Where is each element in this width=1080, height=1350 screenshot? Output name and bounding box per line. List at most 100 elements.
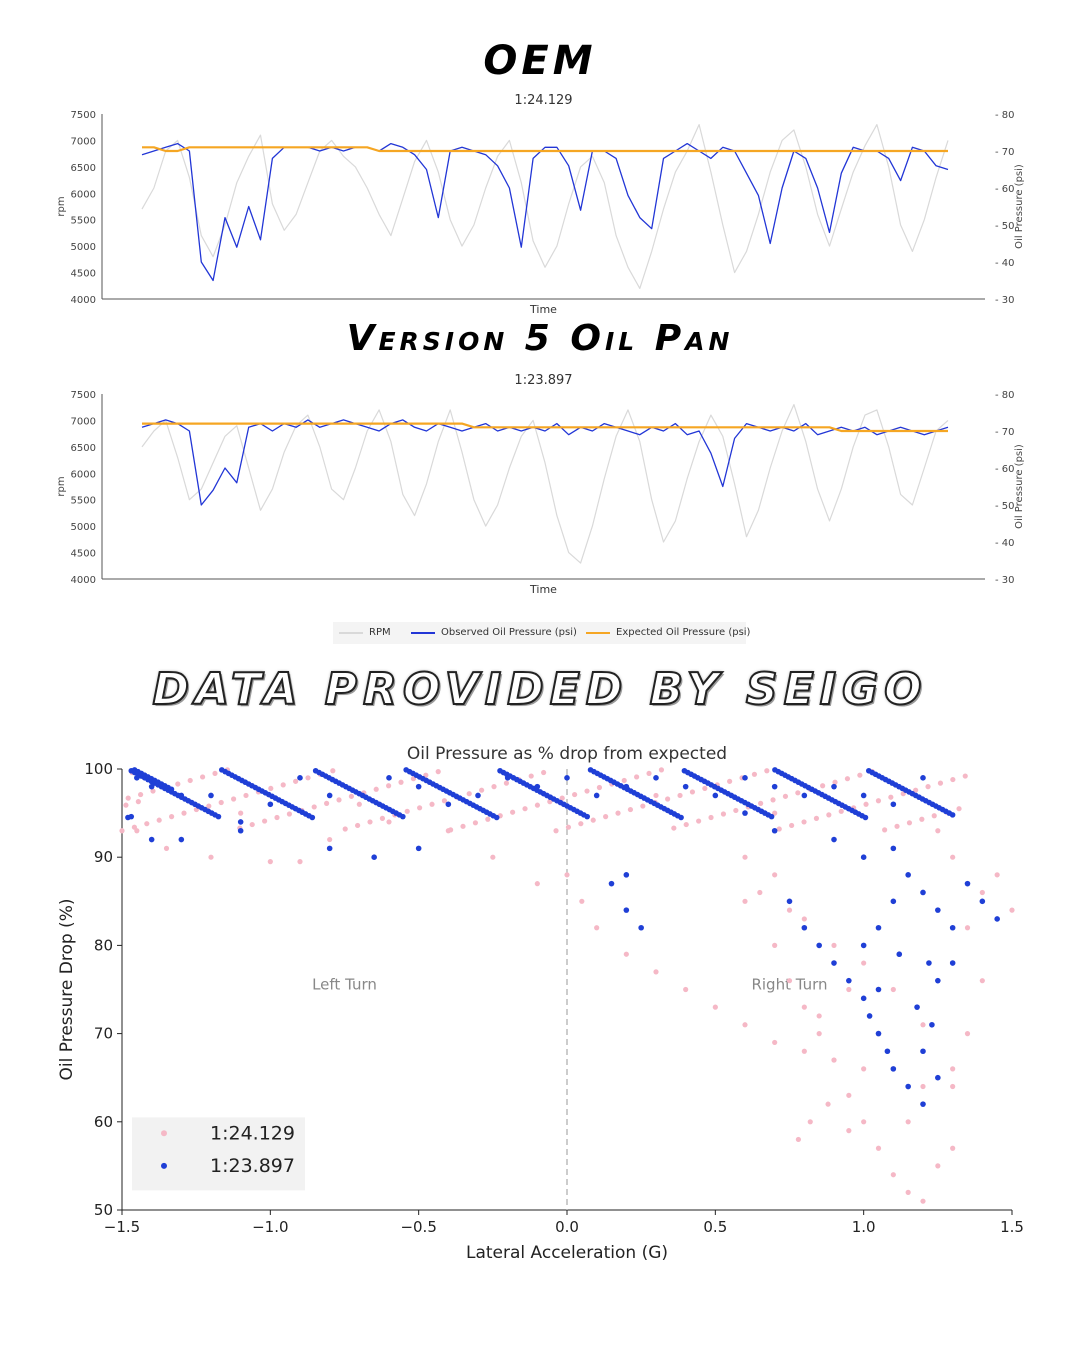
- pink-point: [702, 785, 708, 792]
- pink-point: [964, 1031, 971, 1037]
- blue-point: [682, 783, 689, 790]
- pink-point: [742, 1022, 748, 1028]
- pink-point: [962, 773, 968, 779]
- y-tick-label: 6500: [71, 443, 96, 454]
- pink-point: [712, 1004, 718, 1010]
- pink-point: [979, 978, 985, 984]
- blue-point: [623, 872, 630, 878]
- pink-point: [135, 799, 141, 805]
- scatter-x-label: Lateral Acceleration (G): [466, 1243, 668, 1263]
- pink-point: [249, 821, 255, 828]
- pink-point: [846, 986, 852, 993]
- blue-point: [831, 960, 837, 966]
- blue-point: [831, 836, 837, 843]
- y-tick-label: 7500: [71, 110, 96, 121]
- pink-point: [367, 819, 373, 825]
- blue-point: [831, 783, 837, 790]
- blue-point: [771, 783, 778, 790]
- pink-point: [398, 779, 404, 785]
- blue-point: [148, 783, 155, 790]
- pink-point: [764, 768, 770, 774]
- pink-point: [305, 775, 311, 781]
- blue-point: [178, 792, 185, 799]
- y-right-tick-label: - 80: [995, 110, 1015, 121]
- pink-point: [861, 1119, 867, 1125]
- pink-point: [125, 795, 131, 801]
- y-tick-label: 7000: [71, 416, 96, 427]
- blue-point: [964, 880, 971, 887]
- pink-point: [920, 1022, 926, 1028]
- blue-point: [890, 845, 897, 852]
- blue-point: [905, 872, 911, 878]
- y-axis-label: rpm: [56, 476, 67, 496]
- pink-point: [979, 889, 985, 896]
- pink-point: [801, 916, 807, 922]
- pink-point: [594, 925, 600, 931]
- pink-point: [875, 1145, 882, 1151]
- blue-point: [875, 1030, 882, 1037]
- blue-point: [386, 775, 392, 781]
- blue-point: [866, 1013, 873, 1019]
- blue-point: [875, 986, 882, 993]
- annotation-right-turn: Right Turn: [751, 976, 827, 994]
- pink-point: [472, 820, 479, 826]
- pink-point: [417, 805, 423, 811]
- rpm-line: [141, 123, 949, 289]
- legend-rpm-label: RPM: [369, 627, 391, 638]
- pink-point: [950, 1083, 956, 1090]
- pink-point: [825, 1101, 831, 1107]
- pink-point: [776, 826, 782, 832]
- pink-point: [119, 828, 125, 834]
- line-chart-legend: RPM Observed Oil Pressure (psi) Expected…: [333, 622, 750, 644]
- blue-point: [678, 814, 684, 821]
- y-tick-label: 7500: [71, 390, 96, 401]
- blue-point: [534, 783, 541, 790]
- y-right-tick-label: - 30: [995, 575, 1015, 586]
- y-tick-label: 6000: [71, 469, 96, 480]
- pink-point: [653, 969, 659, 975]
- pink-point: [138, 791, 144, 798]
- pink-point: [683, 821, 689, 828]
- y-right-tick-label: - 70: [995, 427, 1015, 438]
- pink-point: [920, 1198, 926, 1204]
- pink-point: [920, 1083, 926, 1090]
- pink-point: [658, 767, 665, 773]
- pink-point: [905, 1189, 911, 1195]
- blue-point: [926, 960, 932, 966]
- pink-point: [846, 1092, 852, 1098]
- legend-observed: Observed Oil Pressure (psi): [411, 627, 577, 638]
- pink-point: [293, 778, 299, 784]
- blue-point: [237, 827, 244, 834]
- blue-point: [801, 792, 808, 799]
- blue-point: [593, 792, 600, 799]
- y-right-axis-label: Oil Pressure (psi): [1014, 164, 1025, 249]
- pink-point: [665, 796, 671, 802]
- x-tick-label: −1.0: [252, 1218, 288, 1236]
- blue-point: [326, 845, 333, 852]
- pink-point: [950, 1066, 956, 1072]
- pink-point: [559, 795, 565, 801]
- pink-point: [181, 810, 187, 816]
- pink-point: [683, 986, 689, 993]
- pink-point: [534, 881, 540, 887]
- legend-expected-label: Expected Oil Pressure (psi): [616, 627, 751, 638]
- pink-point: [336, 797, 342, 803]
- blue-point: [860, 942, 867, 949]
- pink-point: [950, 1145, 956, 1151]
- blue-point: [208, 792, 214, 799]
- blue-point: [949, 924, 956, 931]
- y-right-tick-label: - 70: [995, 147, 1015, 158]
- pink-point: [534, 802, 541, 808]
- pink-point: [373, 786, 379, 792]
- pink-point: [485, 816, 491, 822]
- rpm-line: [141, 403, 949, 564]
- y-tick-label: 7000: [71, 136, 96, 147]
- pink-point: [327, 836, 333, 843]
- y-tick-label: 4500: [71, 269, 96, 280]
- y-right-tick-label: - 60: [995, 464, 1015, 475]
- x-tick-label: 1.0: [852, 1218, 876, 1236]
- blue-point: [623, 783, 630, 790]
- blue-point: [860, 995, 867, 1002]
- pink-point: [795, 1136, 802, 1143]
- pink-point: [831, 942, 837, 948]
